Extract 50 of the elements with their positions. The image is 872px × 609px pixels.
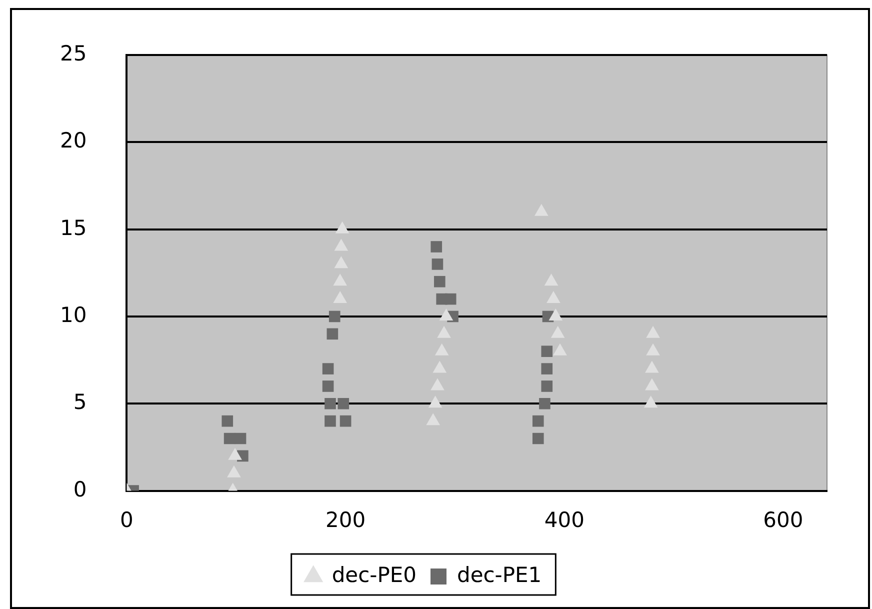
point (338, 398, 350, 410)
point (550, 326, 565, 338)
point (322, 363, 334, 374)
legend-label: dec-PE1 (457, 562, 542, 587)
point (437, 326, 451, 338)
point (224, 432, 236, 444)
point (646, 343, 660, 356)
y-tick-label: 0 (73, 477, 87, 502)
point (333, 291, 348, 304)
x-tick-label: 600 (763, 508, 804, 532)
point (430, 378, 444, 390)
y-tick-label: 5 (73, 390, 87, 414)
point (434, 343, 449, 356)
point (544, 274, 558, 286)
point (532, 415, 544, 427)
point (548, 308, 563, 320)
point (324, 415, 336, 427)
x-tick-label: 0 (120, 508, 134, 532)
point (335, 221, 350, 234)
point (541, 363, 553, 374)
point (439, 308, 454, 320)
point (646, 326, 660, 338)
point (541, 380, 553, 392)
point (645, 378, 659, 390)
y-tick-label: 20 (60, 128, 87, 153)
point (426, 413, 440, 426)
x-tick-label: 400 (544, 508, 584, 532)
point (644, 396, 658, 408)
point (324, 398, 336, 410)
point (334, 256, 348, 268)
point (222, 415, 234, 427)
point (340, 415, 352, 427)
point (532, 432, 544, 444)
legend-label: dec-PE0 (332, 562, 417, 587)
x-tick-label: 200 (326, 508, 366, 532)
point (333, 274, 348, 286)
point (322, 380, 334, 392)
point (234, 432, 246, 444)
y-tick-label: 25 (60, 41, 87, 66)
y-tick-label: 10 (60, 302, 87, 327)
point (541, 346, 553, 357)
point (645, 360, 659, 373)
point (539, 398, 550, 410)
point (546, 291, 560, 304)
point (534, 204, 548, 216)
point (428, 396, 442, 408)
point (334, 238, 348, 251)
point (553, 343, 567, 356)
y-tick-label: 15 (60, 216, 87, 240)
point (432, 360, 447, 373)
